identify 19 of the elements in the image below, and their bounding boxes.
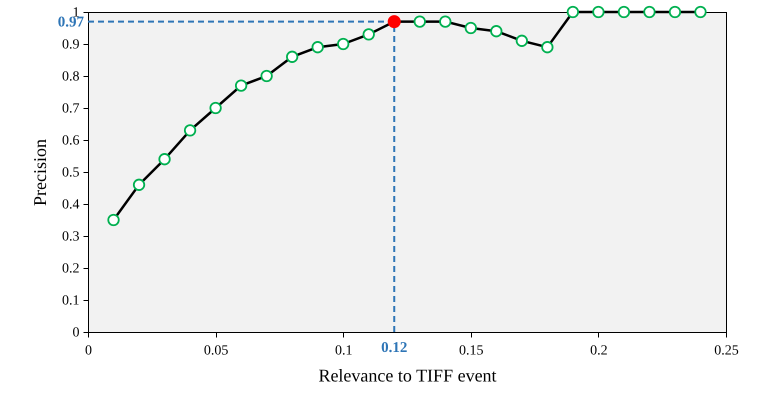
x-tick-label: 0.25	[714, 344, 739, 358]
y-tick-label: 0.6	[62, 134, 80, 148]
x-tick-label: 0.2	[590, 344, 608, 358]
y-tick-label: 0.4	[62, 198, 80, 212]
ref-line-label: 0.12	[381, 340, 408, 356]
y-tick-label: 0.9	[62, 38, 80, 52]
x-axis-title: Relevance to TIFF event	[318, 366, 497, 386]
y-tick-label: 0.8	[62, 70, 80, 84]
x-tick-label: 0	[85, 344, 92, 358]
y-tick-label: 0	[72, 326, 80, 340]
y-tick-label: 0.1	[62, 294, 80, 308]
x-tick-label: 0.05	[204, 344, 228, 358]
y-tick-label: 0.3	[62, 230, 80, 244]
y-axis-title: Precision	[30, 139, 50, 206]
y-tick-label: 0.2	[62, 262, 80, 276]
y-tick-label: 0.7	[62, 102, 80, 116]
x-tick-label: 0.1	[334, 344, 352, 358]
x-tick-label: 0.15	[459, 344, 484, 358]
y-tick-label: 0.5	[62, 166, 80, 180]
